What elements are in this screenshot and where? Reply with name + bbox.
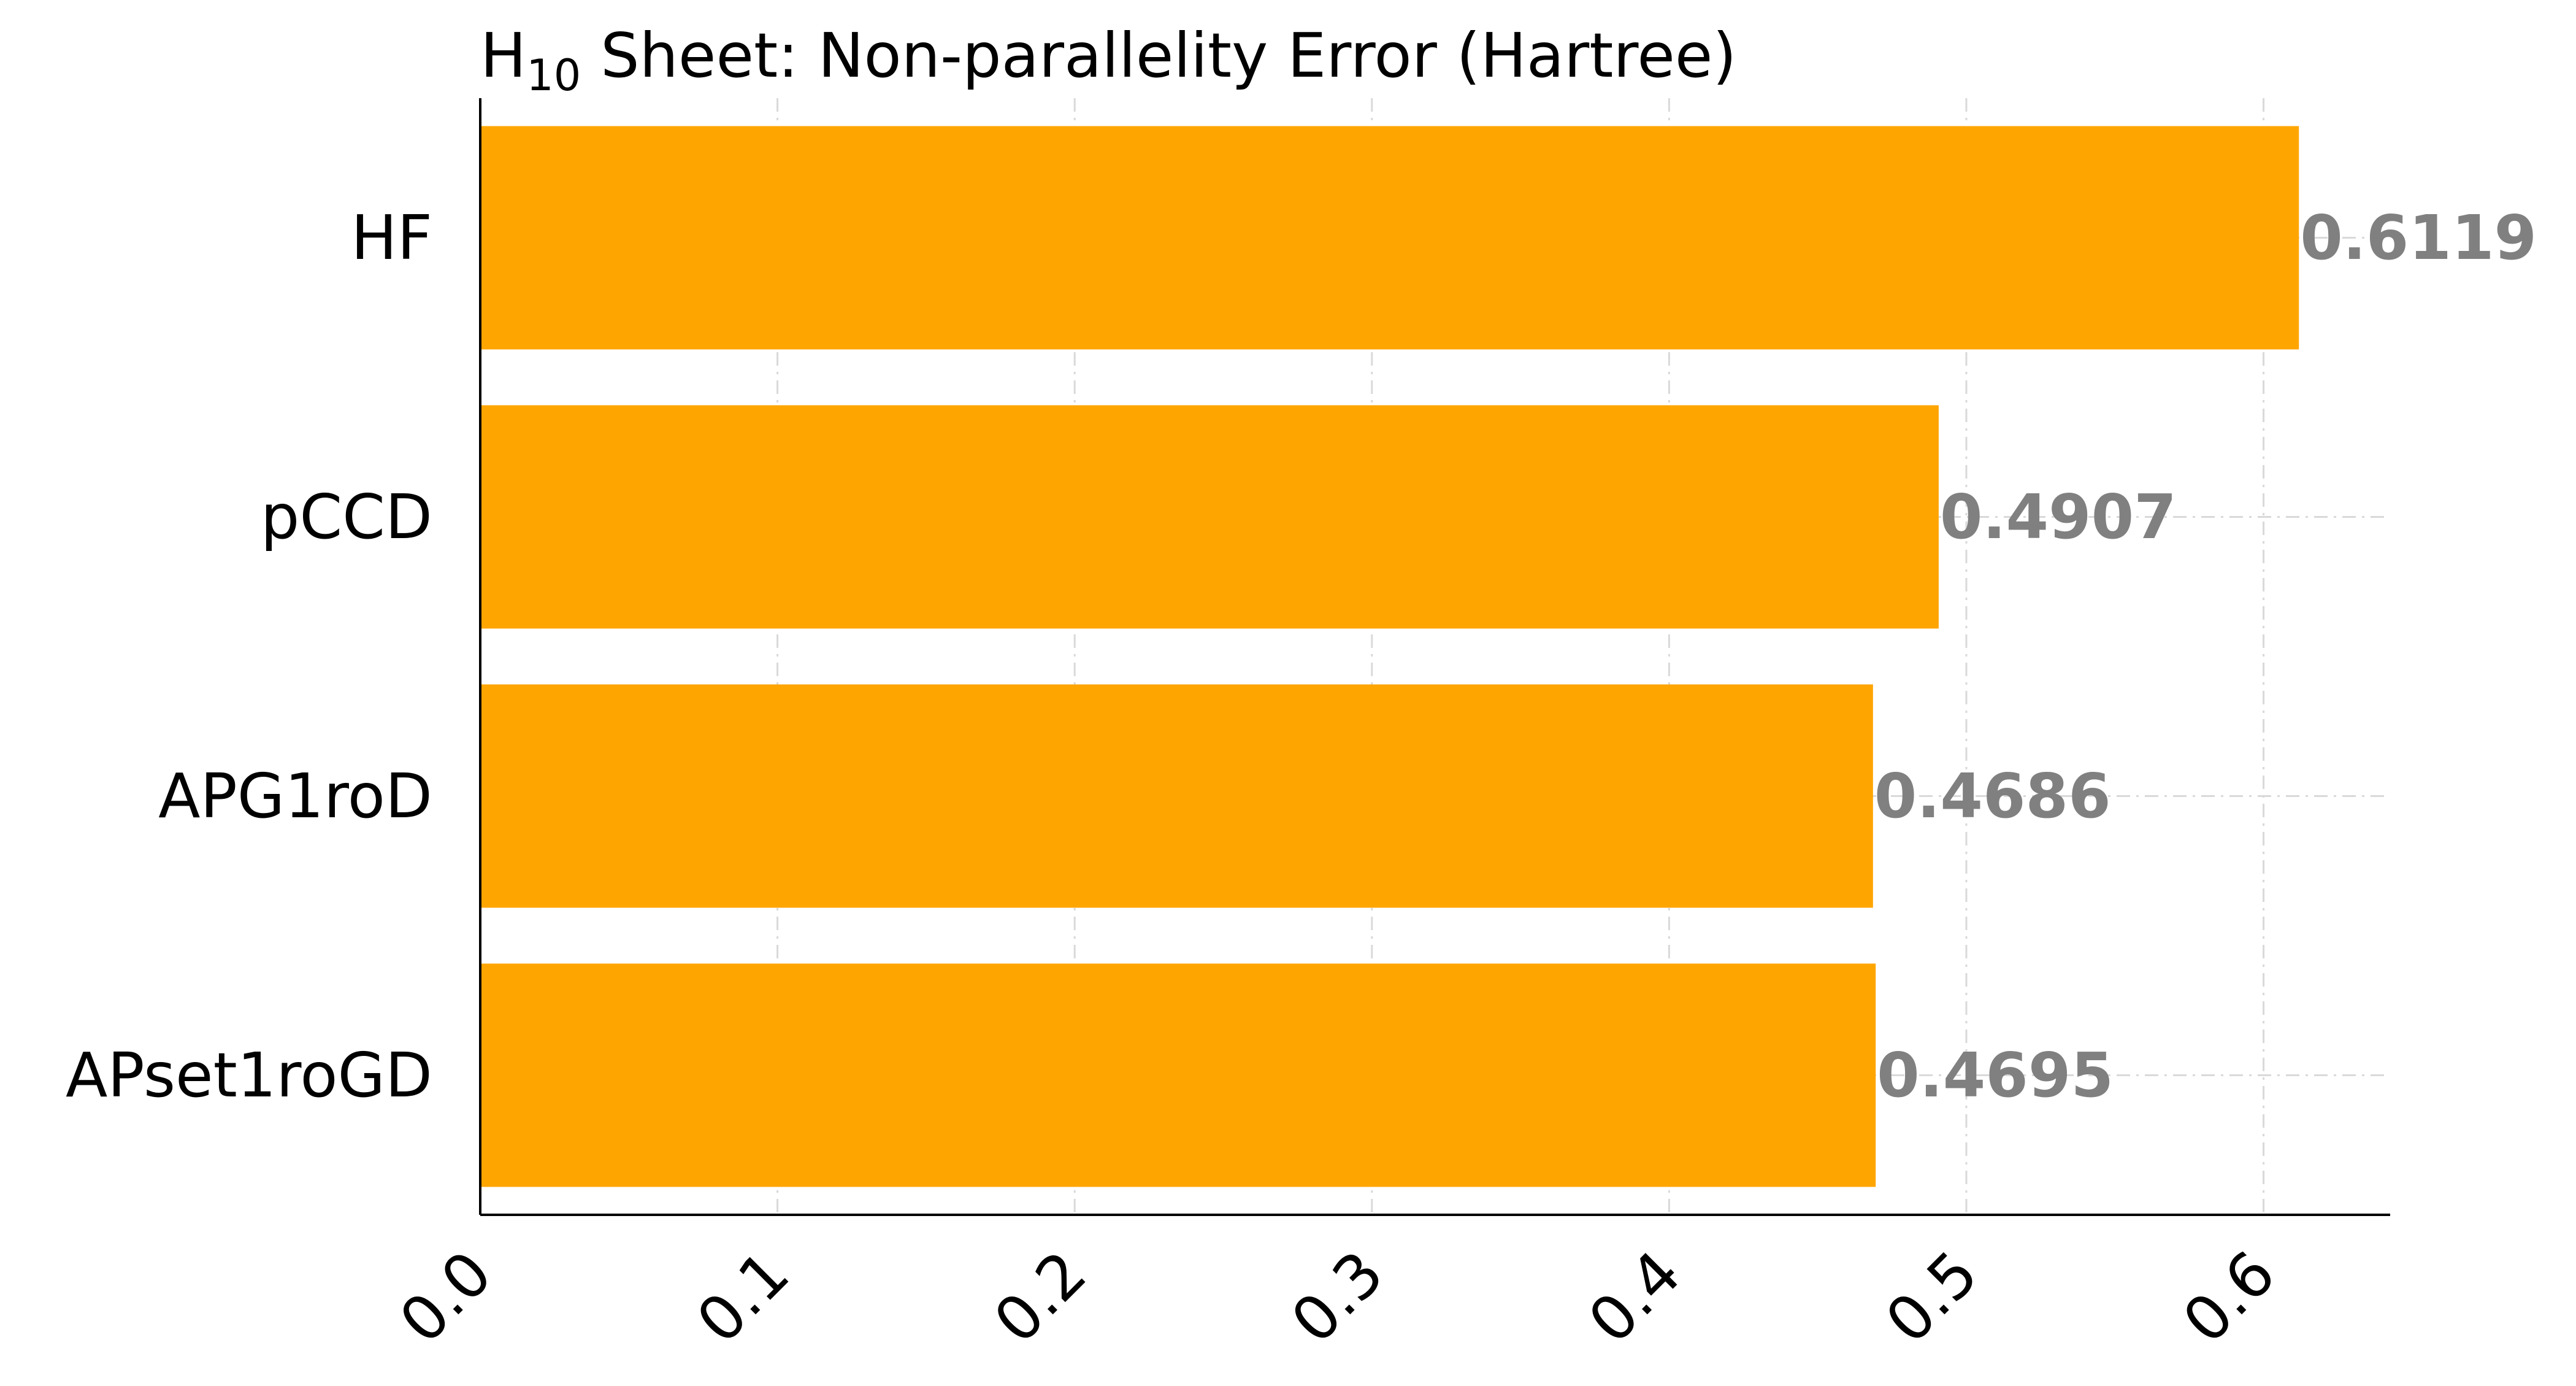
value-label: 0.4907 [1940, 481, 2177, 553]
axes [479, 98, 2390, 1216]
x-tick-label: 0.5 [1872, 1238, 1991, 1357]
chart-title-rest: Sheet: Non-parallelity Error (Hartree) [581, 20, 1736, 91]
bar-apg1rod [480, 684, 1873, 908]
bar-apset1rogd [480, 963, 1876, 1187]
bar-hf [480, 126, 2299, 350]
bars [480, 126, 2299, 1187]
x-tick-label: 0.4 [1575, 1238, 1695, 1357]
bar-pccd [480, 405, 1939, 629]
value-label: 0.4695 [1877, 1039, 2114, 1111]
x-tick-label: 0.0 [386, 1238, 505, 1357]
x-tick-label: 0.3 [1278, 1238, 1397, 1357]
category-label: APset1roGD [66, 1039, 432, 1111]
x-tick-label: 0.6 [2169, 1238, 2289, 1357]
value-label: 0.4686 [1874, 760, 2111, 832]
category-label: APG1roD [158, 760, 432, 832]
category-label: pCCD [261, 481, 432, 553]
x-tick-label: 0.2 [980, 1238, 1100, 1357]
chart-title: H10 Sheet: Non-parallelity Error (Hartre… [480, 20, 1736, 101]
x-tick-label: 0.1 [683, 1238, 803, 1357]
category-label: HF [351, 202, 432, 274]
chart-title-main: H [480, 20, 526, 91]
value-label: 0.6119 [2300, 202, 2537, 274]
chart-title-subscript: 10 [526, 50, 581, 101]
